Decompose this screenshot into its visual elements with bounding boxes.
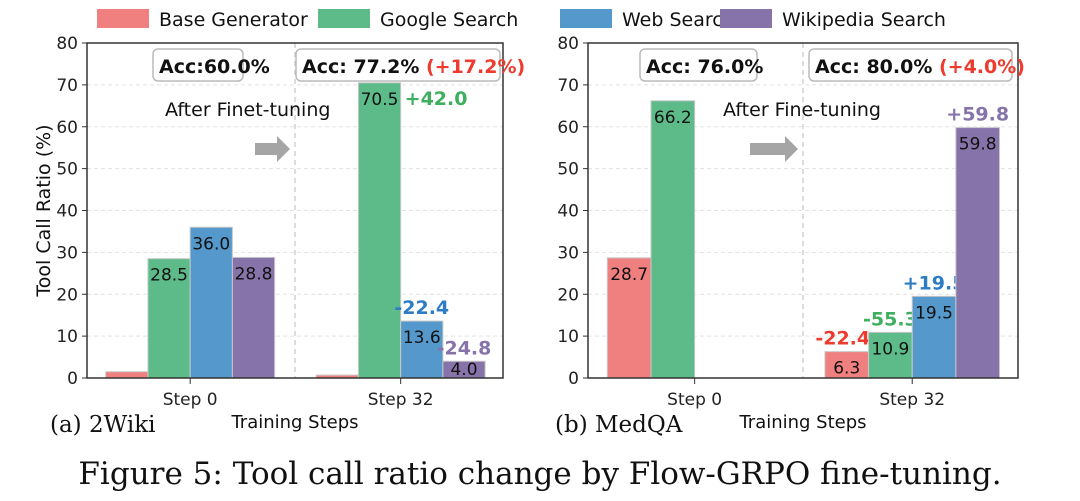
- figure-caption: Figure 5: Tool call ratio change by Flow…: [78, 456, 1002, 492]
- annotation-text: After Finet-tuning: [165, 99, 330, 121]
- bar: [357, 82, 402, 379]
- axes-frame: [587, 42, 1019, 379]
- bar-value-label: 36.0: [192, 234, 230, 254]
- y-tick-label: 20: [56, 285, 78, 305]
- y-tick-label: 50: [56, 160, 78, 180]
- delta-label: +59.8: [946, 104, 1009, 126]
- bar-value-label: 6.3: [833, 359, 860, 379]
- y-tick-label: 60: [557, 118, 579, 138]
- bar-value-label: 66.2: [654, 108, 692, 128]
- axes-frame: [86, 42, 504, 379]
- arrow-right-icon: [750, 136, 798, 162]
- y-tick-label: 20: [557, 285, 579, 305]
- accuracy-value: Acc:60.0%: [159, 56, 270, 78]
- bar: [147, 258, 191, 379]
- x-tick-label: Step 0: [163, 390, 218, 410]
- delta-label: +19.5: [903, 272, 966, 294]
- accuracy-box: [639, 48, 758, 82]
- bar: [824, 351, 870, 379]
- bar-value-label: 59.8: [959, 135, 997, 155]
- accuracy-label: Acc: 76.0%: [646, 56, 763, 78]
- bar-value-label: 4.0: [450, 360, 477, 380]
- bar: [606, 257, 652, 379]
- y-tick-label: 80: [56, 34, 78, 54]
- panel-subtitle: (b) MedQA: [555, 412, 683, 438]
- y-tick-label: 0: [67, 369, 78, 389]
- accuracy-box: [808, 48, 1013, 82]
- y-tick-label: 80: [557, 34, 579, 54]
- bar: [868, 331, 913, 379]
- x-tick-label: Step 32: [368, 390, 434, 410]
- legend-swatch: [560, 9, 612, 28]
- y-tick-label: 10: [56, 327, 78, 347]
- delta-label: -22.4: [394, 297, 449, 319]
- y-tick-label: 50: [557, 160, 579, 180]
- bar: [189, 226, 233, 379]
- delta-label: +42.0: [405, 88, 468, 110]
- bar: [911, 295, 957, 379]
- y-tick-label: 60: [56, 118, 78, 138]
- y-tick-label: 70: [557, 76, 579, 96]
- annotation-text: After Fine-tuning: [723, 99, 881, 121]
- accuracy-label: Acc:60.0%: [159, 56, 270, 78]
- bar-value-label: 28.8: [235, 264, 273, 284]
- delta-label: -24.8: [437, 337, 492, 359]
- accuracy-label: Acc: 80.0% (+4.0%): [815, 56, 1025, 78]
- bar-value-label: 28.7: [610, 265, 648, 285]
- bar: [400, 320, 444, 379]
- y-tick-label: 70: [56, 76, 78, 96]
- accuracy-box: [152, 48, 244, 82]
- y-tick-label: 10: [557, 327, 579, 347]
- accuracy-box: [295, 48, 501, 82]
- y-tick-label: 30: [557, 243, 579, 263]
- bar: [650, 100, 696, 379]
- bar-value-label: 13.6: [403, 328, 441, 348]
- accuracy-delta: (+4.0%): [932, 56, 1025, 78]
- bar-value-label: 19.5: [915, 303, 953, 323]
- legend-swatch: [720, 9, 772, 28]
- accuracy-value: Acc: 76.0%: [646, 56, 763, 78]
- bar: [105, 371, 149, 379]
- x-axis-label: Training Steps: [230, 412, 358, 433]
- legend-label: Web Search: [622, 9, 735, 31]
- y-axis-label: Tool Call Ratio (%): [33, 124, 55, 297]
- accuracy-value: Acc: 77.2%: [302, 56, 419, 78]
- accuracy-delta: (+17.2%): [419, 56, 525, 78]
- bar: [955, 127, 1001, 379]
- y-tick-label: 0: [568, 369, 579, 389]
- accuracy-value: Acc: 80.0%: [815, 56, 932, 78]
- legend-swatch: [318, 9, 370, 28]
- panel-subtitle: (a) 2Wiki: [50, 412, 156, 438]
- delta-label: -55.3: [863, 308, 918, 330]
- accuracy-label: Acc: 77.2% (+17.2%): [302, 56, 525, 78]
- y-tick-label: 30: [56, 243, 78, 263]
- arrow-right-icon: [255, 136, 290, 162]
- delta-label: -22.4: [815, 328, 870, 350]
- bar: [231, 256, 276, 379]
- bar-value-label: 28.5: [150, 266, 188, 286]
- chart-panel: 0 10 20 30 40 50 60 70 80 28.536.028.8 Step 0 70.5 +…: [33, 34, 525, 438]
- bar-value-label: 10.9: [871, 339, 909, 359]
- x-tick-label: Step 32: [879, 390, 945, 410]
- y-tick-label: 40: [557, 202, 579, 222]
- legend-label: Wikipedia Search: [782, 9, 946, 31]
- x-axis-label: Training Steps: [738, 412, 866, 433]
- x-tick-label: Step 0: [667, 390, 722, 410]
- bar-value-label: 70.5: [361, 90, 399, 110]
- legend-label: Google Search: [380, 9, 518, 31]
- y-tick-label: 40: [56, 202, 78, 222]
- legend-swatch: [97, 9, 149, 28]
- legend-label: Base Generator: [159, 9, 308, 31]
